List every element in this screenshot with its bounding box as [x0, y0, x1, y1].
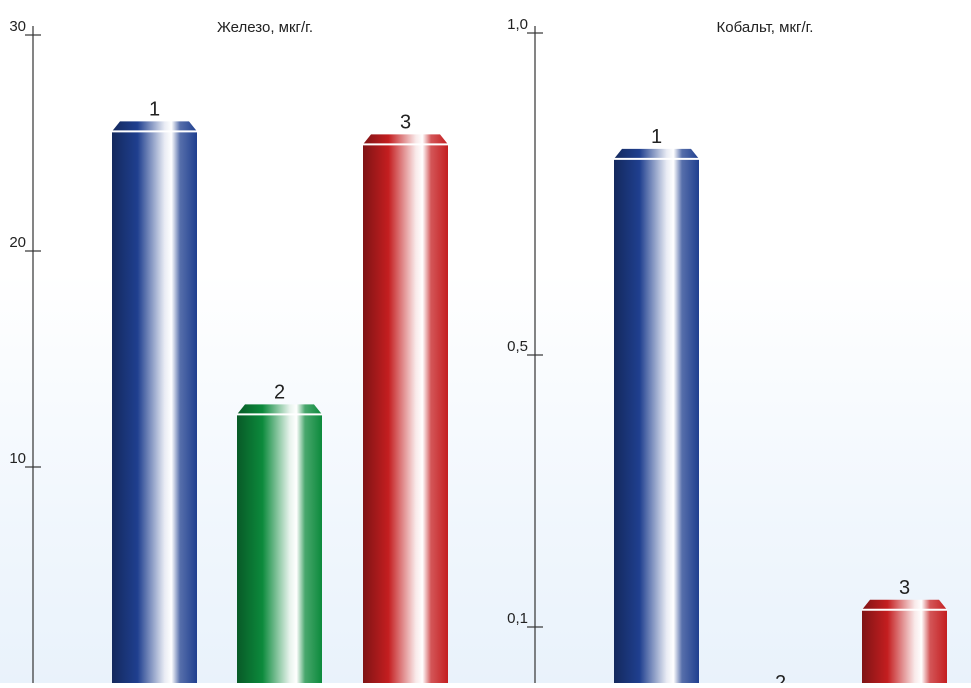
- y-tick-label: 0,1: [507, 610, 528, 627]
- chart-title: Кобальт, мкг/г.: [717, 19, 814, 36]
- bar-cap: [862, 599, 947, 610]
- iron-panel: Железо, мкг/г. 10 20 30 1 2 3: [9, 18, 448, 684]
- bar-2: [237, 404, 322, 683]
- bar-cap: [363, 134, 448, 145]
- bar-1: [614, 148, 699, 684]
- bar-label: 2: [274, 381, 285, 403]
- y-tick-label: 30: [9, 18, 26, 35]
- bar-3: [862, 599, 947, 683]
- bar-3: [363, 134, 448, 684]
- bar-body: [614, 158, 699, 684]
- bar-label: 1: [149, 98, 160, 120]
- bar-cap: [112, 121, 197, 132]
- cobalt-panel: Кобальт, мкг/г. 0,1 0,5 1,0 1 2 3: [507, 16, 947, 688]
- bar-cap: [614, 148, 699, 159]
- y-tick-label: 20: [9, 234, 26, 251]
- chart-title: Железо, мкг/г.: [217, 19, 313, 36]
- bar-body: [112, 131, 197, 683]
- y-tick-label: 10: [9, 450, 26, 467]
- bar-body: [363, 144, 448, 684]
- bar-1: [112, 121, 197, 683]
- bar-label: 3: [899, 577, 910, 599]
- y-tick-label: 1,0: [507, 16, 528, 33]
- bar-label: 1: [651, 126, 662, 148]
- bar-cap: [237, 404, 322, 415]
- bar-label: 3: [400, 111, 411, 133]
- bar-label: 2: [775, 672, 786, 683]
- y-tick-label: 0,5: [507, 338, 528, 355]
- bar-body: [862, 609, 947, 683]
- bar-body: [237, 414, 322, 683]
